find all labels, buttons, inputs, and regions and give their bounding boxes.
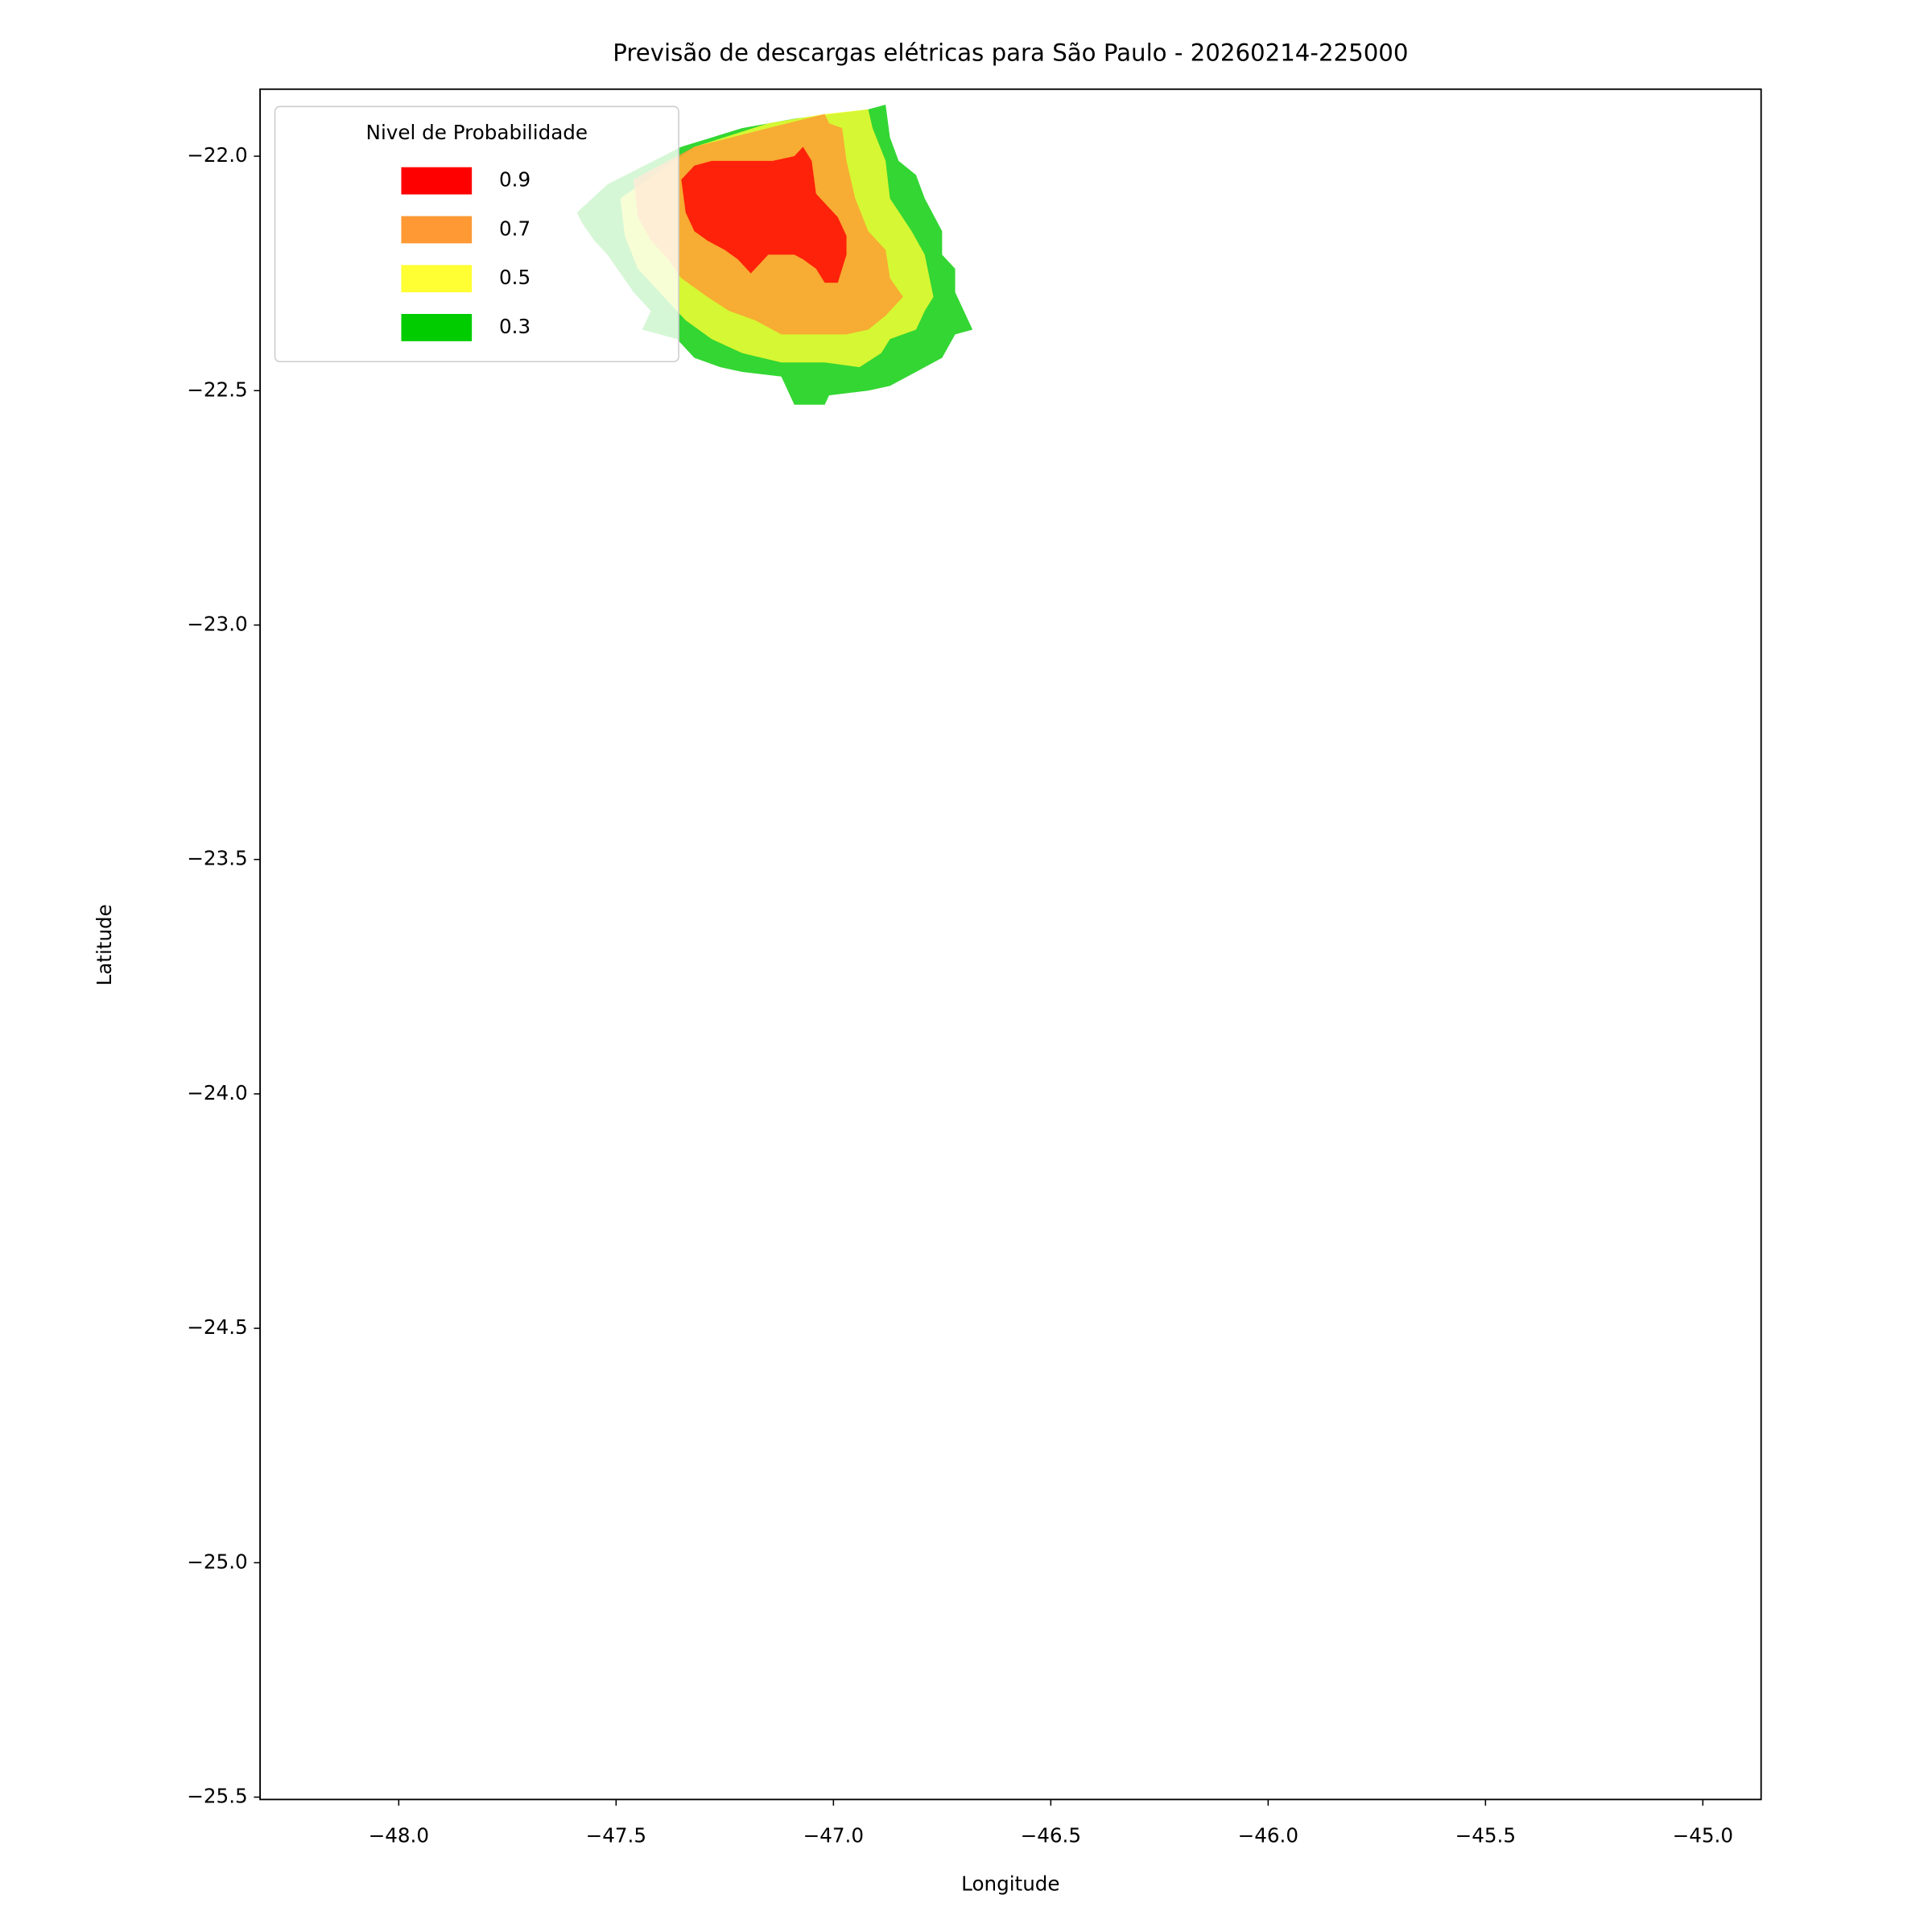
legend-label: 0.5 (499, 266, 530, 289)
y-tick-label: −25.0 (187, 1550, 247, 1573)
x-axis-label: Longitude (961, 1872, 1059, 1896)
chart-title: Previsão de descargas elétricas para São… (613, 39, 1408, 67)
legend-title: Nivel de Probabilidade (366, 121, 588, 144)
y-axis-label: Latitude (93, 904, 116, 985)
legend-label: 0.9 (499, 168, 530, 192)
legend-swatch (401, 265, 473, 293)
x-tick-label: −46.5 (1021, 1824, 1081, 1847)
x-tick-label: −46.0 (1238, 1824, 1298, 1847)
x-tick-label: −45.0 (1673, 1824, 1733, 1847)
y-tick-label: −22.5 (187, 378, 247, 401)
x-tick-label: −45.5 (1455, 1824, 1516, 1847)
legend-swatch (401, 216, 473, 244)
legend-label: 0.3 (499, 315, 530, 338)
y-tick-label: −24.0 (187, 1081, 247, 1104)
y-tick-label: −23.5 (187, 847, 247, 870)
axes-frame (259, 88, 1762, 1801)
legend-swatch (401, 167, 473, 195)
x-tick-label: −47.5 (586, 1824, 646, 1847)
y-tick-label: −24.5 (187, 1315, 247, 1339)
legend-box (274, 105, 679, 362)
x-tick-label: −48.0 (369, 1824, 429, 1847)
contour-region (681, 147, 847, 283)
y-tick-label: −22.0 (187, 143, 247, 167)
legend-swatch (401, 314, 473, 341)
x-tick-label: −47.0 (803, 1824, 864, 1847)
legend: Nivel de Probabilidade 0.9 0.7 0.5 0.3 (274, 105, 679, 362)
y-tick-label: −25.5 (187, 1784, 247, 1807)
y-tick-label: −23.0 (187, 612, 247, 635)
legend-label: 0.7 (499, 217, 530, 240)
